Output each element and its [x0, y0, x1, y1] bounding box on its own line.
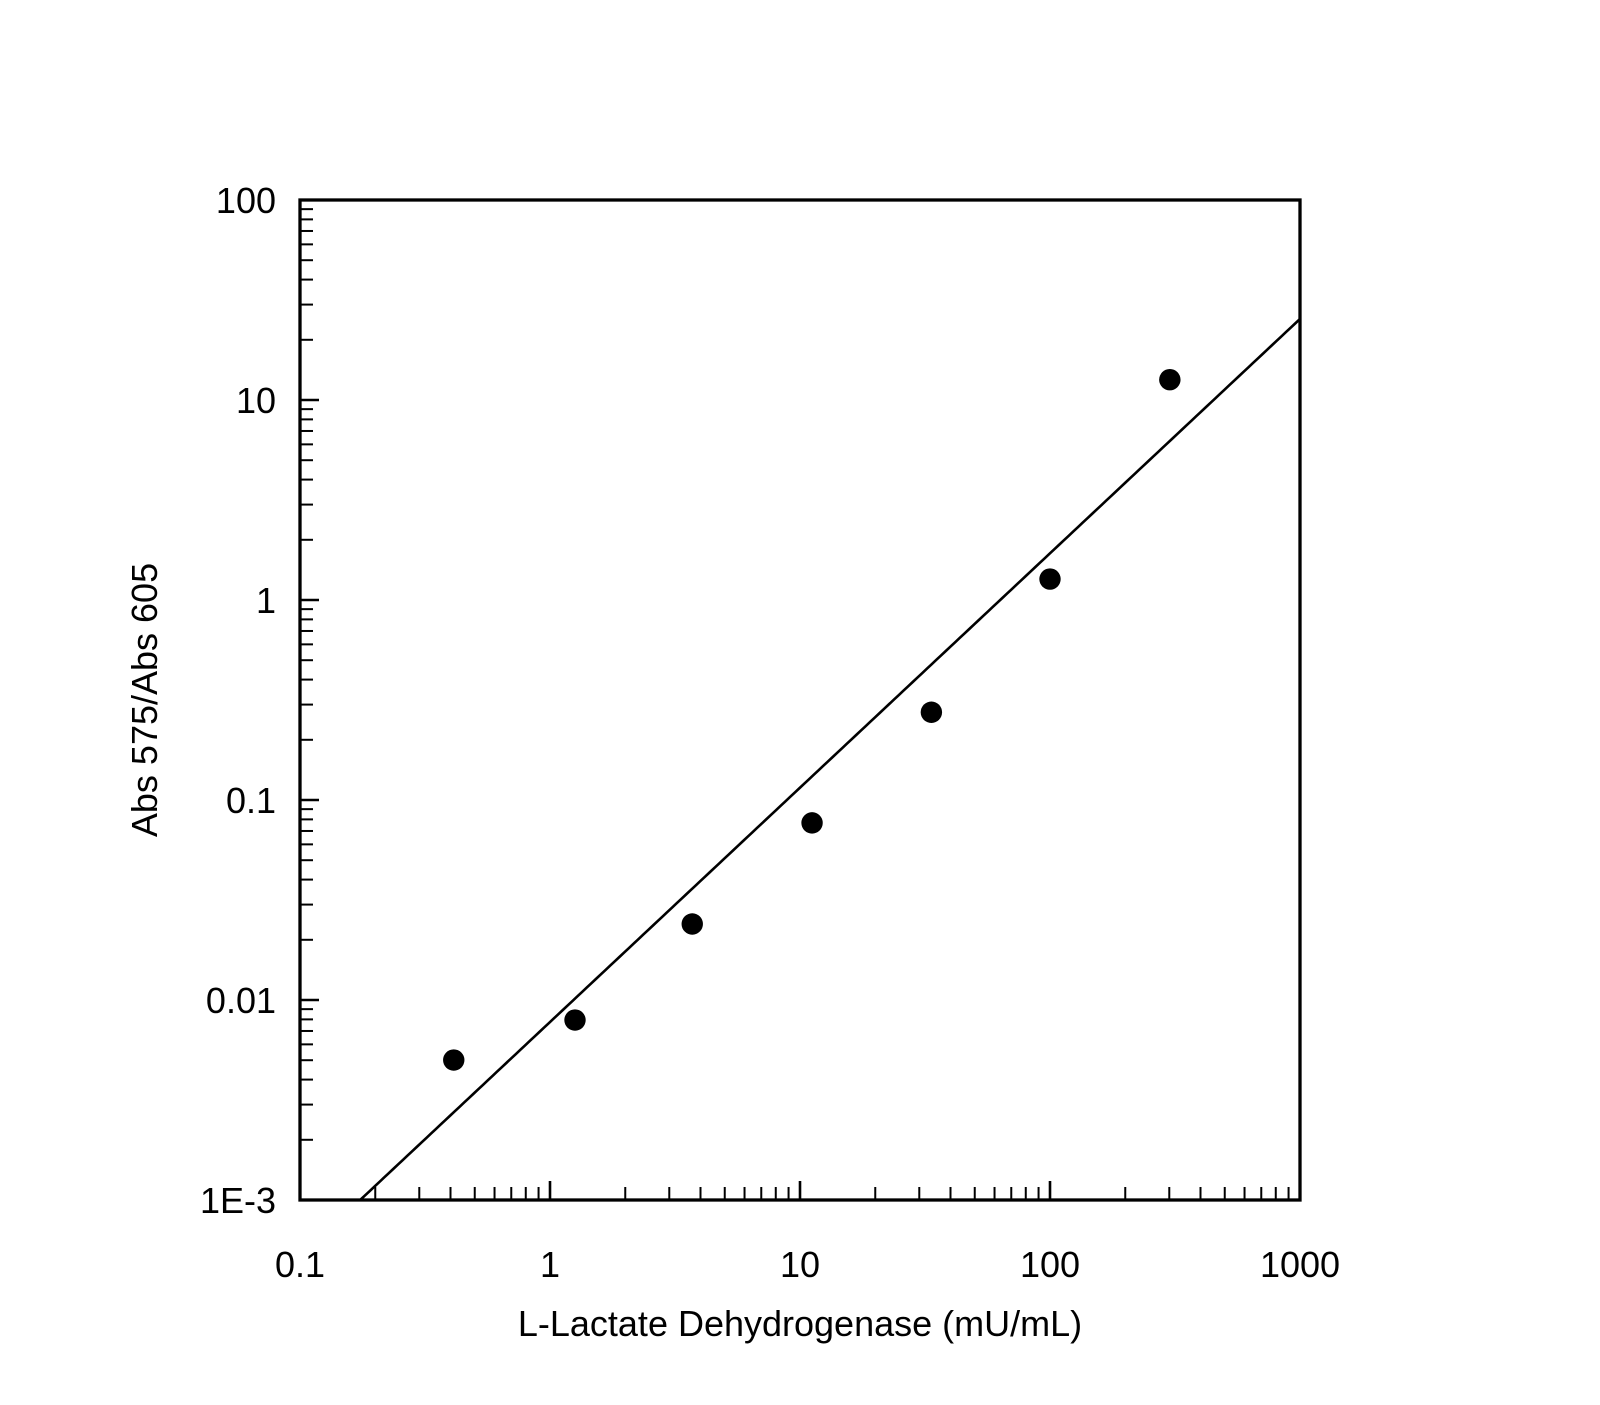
svg-text:0.1: 0.1: [275, 1244, 325, 1285]
svg-text:10: 10: [780, 1244, 820, 1285]
svg-text:1000: 1000: [1260, 1244, 1340, 1285]
svg-text:100: 100: [216, 180, 276, 221]
svg-text:1: 1: [540, 1244, 560, 1285]
svg-text:0.01: 0.01: [206, 980, 276, 1021]
svg-text:1: 1: [256, 580, 276, 621]
svg-text:100: 100: [1020, 1244, 1080, 1285]
svg-text:Abs 575/Abs 605: Abs 575/Abs 605: [124, 563, 165, 837]
svg-text:0.1: 0.1: [226, 780, 276, 821]
svg-text:10: 10: [236, 380, 276, 421]
svg-text:L-Lactate Dehydrogenase (mU/mL: L-Lactate Dehydrogenase (mU/mL): [518, 1303, 1082, 1344]
svg-text:1E-3: 1E-3: [200, 1180, 276, 1221]
